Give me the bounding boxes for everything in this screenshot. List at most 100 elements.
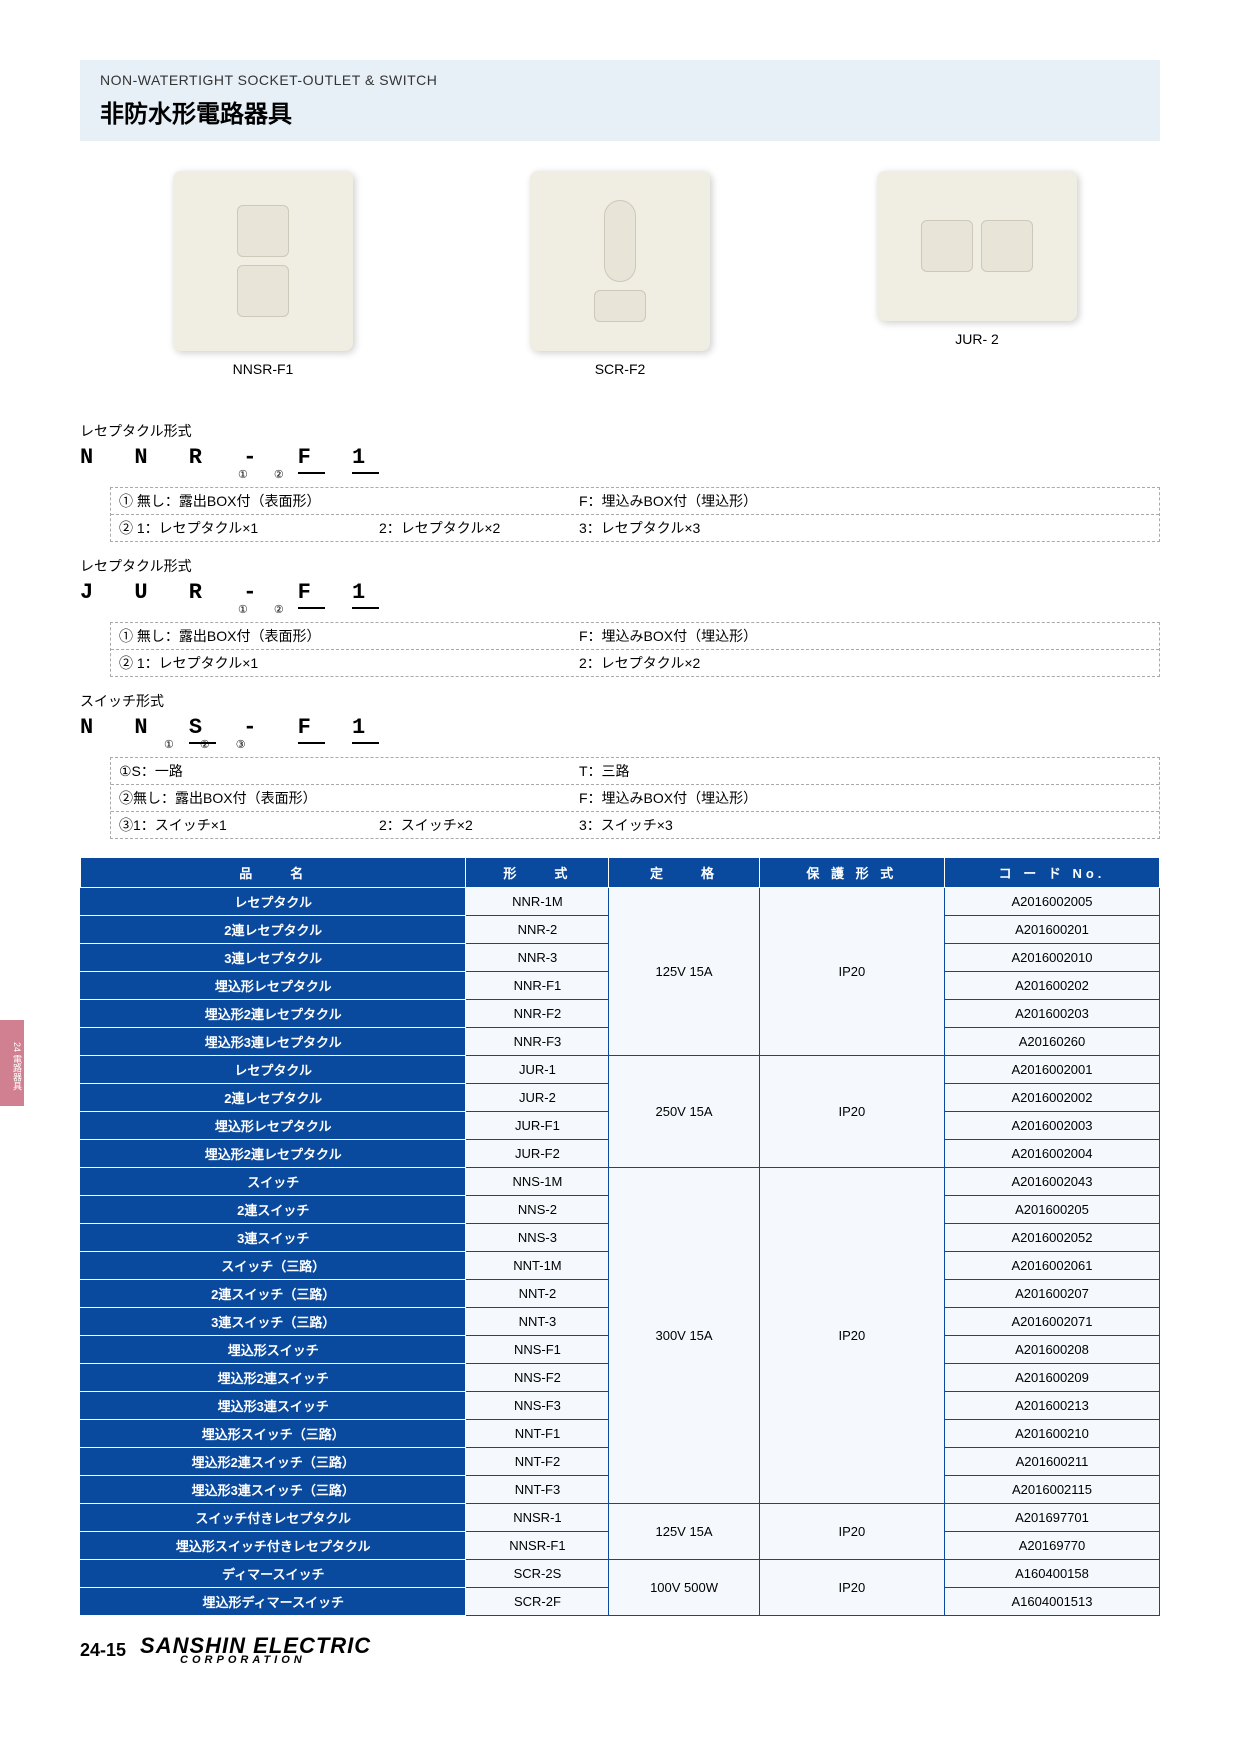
circled-num: ① [164,739,174,751]
format-code: J U R - F 1 [80,580,1160,605]
cell-code: A201600205 [945,1196,1160,1224]
cell-name: 2連レセプタクル [81,1084,466,1112]
product-item: SCR-F2 [467,171,773,377]
format-option-row: ① 無し：露出BOX付（表面形） F：埋込みBOX付（埋込形） [111,488,1159,515]
cell-name: 埋込形レセプタクル [81,972,466,1000]
format-option-cell: ② 1：レセプタクル×1 [119,518,379,538]
cell-code: A2016002043 [945,1168,1160,1196]
cell-name: レセプタクル [81,888,466,916]
company-logo: SANSHIN ELECTRIC CORPORATION [140,1636,371,1666]
cell-name: 埋込形3連レセプタクル [81,1028,466,1056]
cell-rating: 300V 15A [609,1168,759,1504]
cell-code: A2016002003 [945,1112,1160,1140]
format-section: レセプタクル形式J U R - F 1 ①②① 無し：露出BOX付（表面形）F：… [80,556,1160,677]
format-option-row: ② 1：レセプタクル×12：レセプタクル×2 [111,650,1159,676]
format-option-cell: 2：スイッチ×2 [379,815,579,835]
format-opt: 1 [352,580,379,609]
cell-name: 埋込形3連スイッチ（三路） [81,1476,466,1504]
cell-name: 埋込形2連スイッチ [81,1364,466,1392]
circled-num: ① [238,469,248,481]
format-options-box: ① 無し：露出BOX付（表面形） F：埋込みBOX付（埋込形） ② 1：レセプタクル… [110,622,1160,677]
page-number: 24-15 [80,1640,126,1661]
format-label: レセプタクル形式 [80,556,1160,576]
cell-model: NNT-F1 [466,1420,609,1448]
format-opt: 1 [352,715,379,744]
product-row: NNSR-F1 SCR-F2 JUR- 2 [80,161,1160,407]
cell-code: A201600208 [945,1336,1160,1364]
cell-model: NNT-3 [466,1308,609,1336]
cell-model: NNS-F2 [466,1364,609,1392]
format-option-cell: ②無し：露出BOX付（表面形） [119,788,379,808]
format-option-row: ①S：一路T：三路 [111,758,1159,785]
cell-model: NNSR-1 [466,1504,609,1532]
product-item: NNSR-F1 [110,171,416,377]
cell-model: NNR-F3 [466,1028,609,1056]
format-option-row: ②無し：露出BOX付（表面形） F：埋込みBOX付（埋込形） [111,785,1159,812]
format-option-cell: ① 無し：露出BOX付（表面形） [119,491,379,511]
cell-model: SCR-2S [466,1560,609,1588]
cell-protection: IP20 [759,1560,944,1616]
header-band: NON-WATERTIGHT SOCKET-OUTLET & SWITCH 非防… [80,60,1160,141]
cell-name: 埋込形2連レセプタクル [81,1000,466,1028]
table-row: ディマースイッチSCR-2S100V 500WIP20A160400158 [81,1560,1160,1588]
cell-code: A201600213 [945,1392,1160,1420]
format-option-cell: F：埋込みBOX付（埋込形） [579,491,1151,511]
cell-model: NNS-3 [466,1224,609,1252]
table-header-cell: 形 式 [466,858,609,888]
cell-name: 2連スイッチ [81,1196,466,1224]
cell-name: ディマースイッチ [81,1560,466,1588]
cell-code: A2016002010 [945,944,1160,972]
cell-code: A2016002052 [945,1224,1160,1252]
format-option-cell: ① 無し：露出BOX付（表面形） [119,626,379,646]
cell-code: A201600209 [945,1364,1160,1392]
format-option-cell: F：埋込みBOX付（埋込形） [579,788,1151,808]
product-label: JUR- 2 [824,331,1130,347]
format-option-row: ② 1：レセプタクル×12：レセプタクル×23：レセプタクル×3 [111,515,1159,541]
cell-name: 埋込形ディマースイッチ [81,1588,466,1616]
cell-model: NNT-1M [466,1252,609,1280]
cell-name: レセプタクル [81,1056,466,1084]
cell-protection: IP20 [759,1504,944,1560]
cell-model: NNT-2 [466,1280,609,1308]
cell-code: A201600202 [945,972,1160,1000]
format-opt: 1 [352,445,379,474]
format-code: N N R - F 1 [80,445,1160,470]
cell-model: NNT-F3 [466,1476,609,1504]
side-tab: 24 電路器具 [0,1020,24,1106]
product-label: NNSR-F1 [110,361,416,377]
format-section: スイッチ形式N N S - F 1 ①②③①S：一路T：三路②無し：露出BOX付… [80,691,1160,839]
cell-protection: IP20 [759,888,944,1056]
cell-model: JUR-2 [466,1084,609,1112]
cell-code: A2016002002 [945,1084,1160,1112]
cell-model: NNT-F2 [466,1448,609,1476]
cell-model: NNS-F3 [466,1392,609,1420]
cell-model: NNR-2 [466,916,609,944]
format-option-cell [379,761,579,781]
cell-protection: IP20 [759,1056,944,1168]
cell-code: A201600211 [945,1448,1160,1476]
format-option-cell: F：埋込みBOX付（埋込形） [579,626,1151,646]
cell-code: A20169770 [945,1532,1160,1560]
cell-code: A2016002071 [945,1308,1160,1336]
cell-name: 埋込形スイッチ付きレセプタクル [81,1532,466,1560]
format-option-cell [379,491,579,511]
table-header-cell: 保 護 形 式 [759,858,944,888]
format-option-cell: 2：レセプタクル×2 [379,518,579,538]
cell-rating: 250V 15A [609,1056,759,1168]
format-opt: F [298,715,325,744]
cell-model: JUR-F2 [466,1140,609,1168]
format-code: N N S - F 1 [80,715,1160,740]
cell-model: NNS-2 [466,1196,609,1224]
table-header-cell: 品 名 [81,858,466,888]
cell-name: 埋込形レセプタクル [81,1112,466,1140]
cell-code: A2016002061 [945,1252,1160,1280]
format-options-box: ①S：一路T：三路②無し：露出BOX付（表面形）F：埋込みBOX付（埋込形）③1… [110,757,1160,839]
logo-main: SANSHIN ELECTRIC [140,1636,371,1656]
product-label: SCR-F2 [467,361,773,377]
cell-code: A2016002004 [945,1140,1160,1168]
cell-name: 埋込形2連スイッチ（三路） [81,1448,466,1476]
cell-rating: 100V 500W [609,1560,759,1616]
format-options-box: ① 無し：露出BOX付（表面形） F：埋込みBOX付（埋込形） ② 1：レセプタクル… [110,487,1160,542]
cell-name: 3連スイッチ（三路） [81,1308,466,1336]
spec-table: 品 名形 式定 格保 護 形 式コ ー ド No. レセプタクルNNR-1M12… [80,857,1160,1616]
